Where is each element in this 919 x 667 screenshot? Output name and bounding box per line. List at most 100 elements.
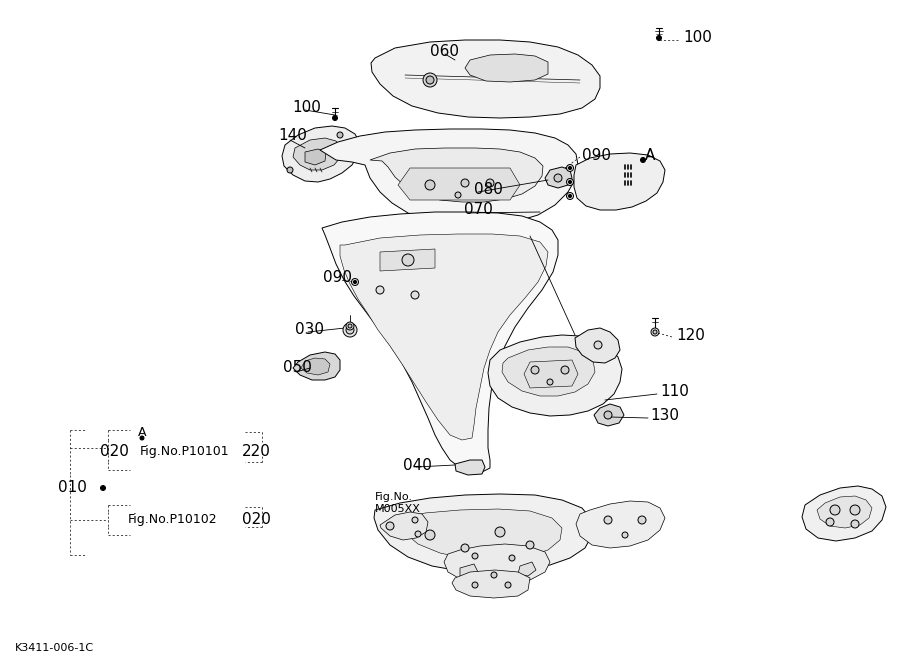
Text: 120: 120 [676,327,705,342]
Circle shape [604,516,612,524]
Text: 220: 220 [242,444,271,460]
Circle shape [425,180,435,190]
Circle shape [472,582,478,588]
Polygon shape [465,54,548,82]
Text: 040: 040 [403,458,432,472]
Polygon shape [817,496,872,528]
Text: M005XX: M005XX [375,504,421,514]
Circle shape [402,254,414,266]
Text: Fig.No.P10102: Fig.No.P10102 [128,514,218,526]
Circle shape [140,436,144,440]
Text: 130: 130 [650,408,679,422]
Circle shape [346,322,354,330]
Polygon shape [452,570,530,598]
Text: 020: 020 [100,444,129,460]
Polygon shape [305,149,326,165]
Circle shape [826,518,834,526]
Circle shape [850,505,860,515]
Text: 090: 090 [582,147,611,163]
Text: 080: 080 [474,183,503,197]
Circle shape [569,195,572,197]
Circle shape [561,366,569,374]
Circle shape [509,555,515,561]
Circle shape [354,281,357,283]
Circle shape [830,505,840,515]
Polygon shape [322,212,558,472]
Polygon shape [371,40,600,118]
Circle shape [566,193,573,199]
Circle shape [651,328,659,336]
Polygon shape [574,153,665,210]
Circle shape [491,572,497,578]
Polygon shape [455,460,485,475]
Polygon shape [340,234,548,440]
Text: 090: 090 [323,271,352,285]
Polygon shape [545,167,572,188]
Polygon shape [380,512,428,540]
Polygon shape [395,509,562,560]
Circle shape [100,486,106,490]
Circle shape [472,553,478,559]
Text: 020: 020 [242,512,271,528]
Text: Fig.No.: Fig.No. [375,492,413,502]
Circle shape [566,165,573,171]
Circle shape [333,115,337,121]
Circle shape [461,179,469,187]
Circle shape [426,76,434,84]
Circle shape [569,167,572,169]
Circle shape [348,324,352,328]
Circle shape [622,532,628,538]
Circle shape [346,326,354,334]
Circle shape [594,341,602,349]
Polygon shape [524,360,578,388]
Polygon shape [293,138,342,170]
Text: 060: 060 [430,45,459,59]
Circle shape [638,516,646,524]
Circle shape [554,174,562,182]
Circle shape [526,541,534,549]
Polygon shape [293,352,340,380]
Circle shape [547,379,553,385]
Polygon shape [320,129,578,225]
Polygon shape [518,562,536,576]
Circle shape [656,35,662,41]
Circle shape [495,527,505,537]
Circle shape [461,544,469,552]
Polygon shape [502,347,595,396]
Circle shape [851,520,859,528]
Circle shape [641,157,645,163]
Circle shape [531,366,539,374]
Text: 100: 100 [683,31,712,45]
Circle shape [287,167,293,173]
Circle shape [425,530,435,540]
Text: 100: 100 [292,99,321,115]
Circle shape [653,330,657,334]
Circle shape [343,323,357,337]
Polygon shape [380,249,435,271]
Circle shape [455,192,461,198]
Text: 140: 140 [278,127,307,143]
Circle shape [415,531,421,537]
Polygon shape [460,564,478,578]
Text: A: A [138,426,146,440]
Polygon shape [282,126,360,182]
Polygon shape [398,168,520,200]
Polygon shape [374,494,592,572]
Text: Fig.No.P10101: Fig.No.P10101 [140,446,230,458]
Circle shape [604,411,612,419]
Text: 010: 010 [58,480,87,496]
Text: 070: 070 [464,203,493,217]
Circle shape [411,291,419,299]
Circle shape [423,73,437,87]
Polygon shape [594,404,624,426]
Polygon shape [576,501,665,548]
Polygon shape [301,358,330,375]
Circle shape [386,522,394,530]
Polygon shape [488,335,622,416]
Circle shape [486,179,494,187]
Circle shape [337,132,343,138]
Text: 030: 030 [295,323,324,338]
Circle shape [569,181,572,183]
Circle shape [566,179,573,185]
Circle shape [351,279,358,285]
